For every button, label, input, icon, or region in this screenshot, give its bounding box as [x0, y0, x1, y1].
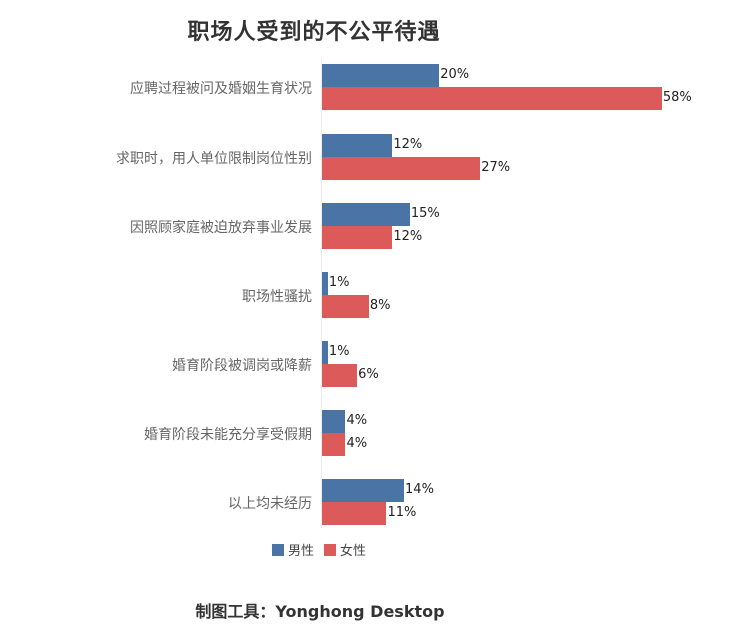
legend-swatch-male [272, 543, 284, 556]
value-label: 1% [328, 344, 350, 359]
category-label: 因照顾家庭被迫放弃事业发展 [130, 220, 312, 236]
legend-label-male: 男性 [288, 544, 315, 559]
category-label: 婚育阶段被调岗或降薪 [172, 358, 312, 374]
legend: 男性 女性 [272, 540, 376, 559]
value-label: 11% [387, 505, 417, 520]
legend-item-female[interactable]: 女性 [324, 540, 366, 559]
bar-female[interactable] [322, 87, 662, 110]
chart-title: 职场人受到的不公平待遇 [187, 20, 441, 45]
value-label: 27% [481, 160, 511, 175]
value-label: 6% [358, 367, 379, 382]
value-label: 12% [393, 137, 423, 152]
value-label: 8% [369, 298, 391, 313]
legend-swatch-female [324, 543, 337, 556]
category-label: 职场性骚扰 [242, 289, 312, 305]
bar-male[interactable] [322, 64, 440, 87]
value-label: 12% [393, 229, 423, 244]
y-axis-line [321, 58, 322, 528]
value-label: 15% [410, 206, 440, 221]
bar-female[interactable] [322, 295, 369, 318]
bar-male[interactable] [322, 479, 405, 502]
bar-male[interactable] [322, 341, 328, 364]
bar-male[interactable] [322, 134, 393, 157]
legend-label-female: 女性 [340, 544, 367, 559]
value-label: 1% [328, 275, 350, 290]
category-label: 求职时，用人单位限制岗位性别 [116, 151, 312, 167]
bar-male[interactable] [322, 410, 346, 433]
bar-male[interactable] [322, 272, 328, 295]
bar-male[interactable] [322, 203, 410, 226]
bar-female[interactable] [322, 364, 358, 387]
legend-item-male[interactable]: 男性 [272, 540, 314, 559]
bar-female[interactable] [322, 433, 346, 456]
value-label: 14% [405, 482, 434, 497]
footer-credit: 制图工具：Yonghong Desktop [195, 602, 445, 621]
category-label: 以上均未经历 [228, 496, 312, 512]
value-label: 4% [346, 436, 368, 451]
bar-female[interactable] [322, 157, 481, 180]
category-label: 婚育阶段未能充分享受假期 [144, 427, 312, 443]
value-label: 20% [440, 67, 470, 82]
value-label: 4% [346, 413, 368, 428]
value-label: 58% [662, 90, 692, 105]
category-label: 应聘过程被问及婚姻生育状况 [130, 81, 312, 97]
bar-female[interactable] [322, 502, 387, 525]
bar-female[interactable] [322, 226, 393, 249]
